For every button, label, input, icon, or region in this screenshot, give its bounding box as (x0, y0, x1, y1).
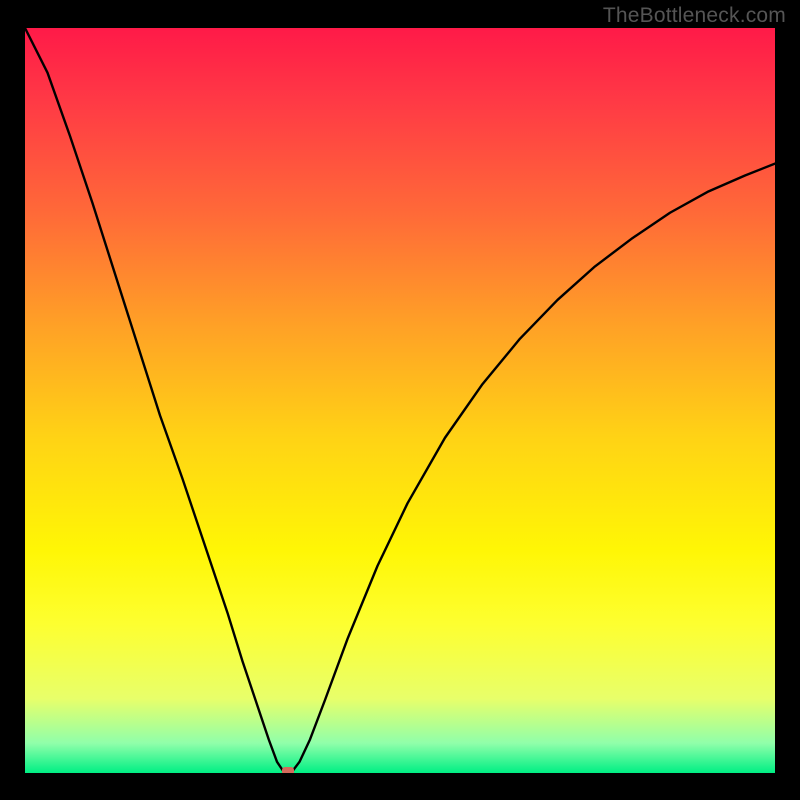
plot-area (25, 28, 775, 773)
watermark-text: TheBottleneck.com (603, 4, 786, 28)
bottleneck-curve (25, 28, 775, 773)
outer-frame: TheBottleneck.com (0, 0, 800, 800)
minimum-marker (282, 767, 294, 773)
